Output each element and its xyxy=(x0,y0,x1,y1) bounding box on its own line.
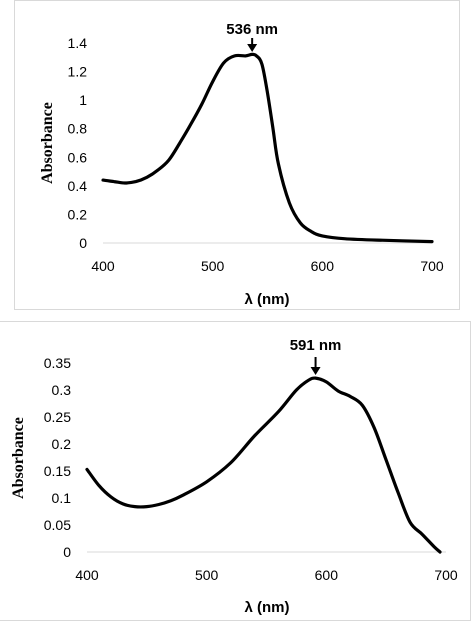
peak-arrow-icon xyxy=(310,367,321,375)
y-tick-label: 1 xyxy=(79,92,87,108)
chart-2: 0 0.05 0.1 0.15 0.2 0.25 0.3 0.35 400 500 600 700 λ … xyxy=(10,337,458,616)
y-tick-label: 0.1 xyxy=(52,490,72,506)
chart-panel-bottom xyxy=(0,321,471,621)
x-tick-label: 700 xyxy=(434,567,458,583)
x-tick-label: 500 xyxy=(195,567,219,583)
y-tick-label: 0.3 xyxy=(52,382,72,398)
y-tick-label: 0.8 xyxy=(68,121,88,137)
absorbance-curve xyxy=(101,52,434,244)
chart-panel-top xyxy=(14,0,460,310)
absorbance-curve xyxy=(85,376,442,554)
y-tick-label: 0.6 xyxy=(68,149,88,165)
x-tick-label: 400 xyxy=(91,258,115,274)
y-tick-label: 0.35 xyxy=(44,355,71,371)
y-tick-label: 0.2 xyxy=(52,436,72,452)
x-tick-label: 600 xyxy=(315,567,339,583)
y-axis-title: Absorbance xyxy=(39,102,56,184)
y-tick-label: 0.4 xyxy=(68,178,88,194)
x-tick-label: 600 xyxy=(311,258,335,274)
x-tick-label: 700 xyxy=(420,258,444,274)
y-axis-title: Absorbance xyxy=(10,417,27,499)
chart-1: 0 0.2 0.4 0.6 0.8 1 1.2 1.4 400 500 600 700 λ (nm) Ab… xyxy=(39,21,444,308)
peak-arrow-icon xyxy=(247,44,258,52)
x-axis-title: λ (nm) xyxy=(245,599,290,616)
y-tick-label: 0.05 xyxy=(44,517,71,533)
y-tick-label: 1.4 xyxy=(68,35,88,51)
y-tick-label: 0.2 xyxy=(68,206,88,222)
y-tick-label: 0.25 xyxy=(44,409,71,425)
x-axis-title: λ (nm) xyxy=(245,291,290,308)
y-tick-label: 1.2 xyxy=(68,64,88,80)
peak-annotation: 536 nm xyxy=(226,21,278,38)
y-tick-label: 0 xyxy=(79,235,87,251)
x-tick-label: 500 xyxy=(201,258,225,274)
y-tick-label: 0.15 xyxy=(44,463,71,479)
peak-annotation: 591 nm xyxy=(290,337,342,354)
x-tick-label: 400 xyxy=(75,567,99,583)
y-tick-label: 0 xyxy=(63,544,71,560)
